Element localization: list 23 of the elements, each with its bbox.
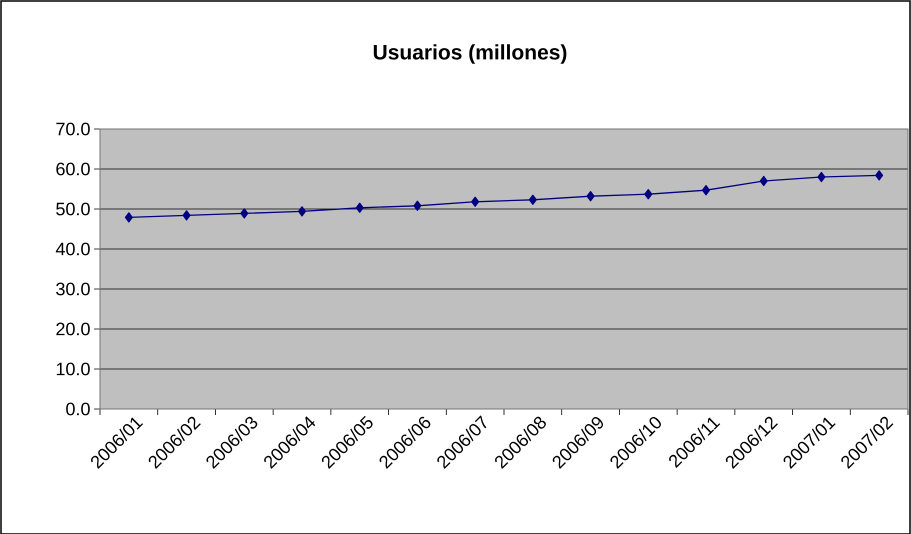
- point: [240, 208, 248, 219]
- point: [182, 210, 191, 221]
- chart-title: Usuarios (millones): [374, 44, 566, 64]
- point: [760, 176, 768, 186]
- y-tick-label: 60.0: [56, 162, 90, 176]
- point: [702, 185, 710, 196]
- y-tick-label: 40.0: [56, 242, 90, 256]
- point: [817, 172, 826, 182]
- point: [298, 206, 306, 217]
- point: [586, 191, 595, 202]
- y-tick-label: 0.0: [66, 402, 90, 416]
- y-tick-label: 50.0: [56, 202, 90, 216]
- point: [124, 212, 133, 223]
- y-tick-label: 10.0: [56, 362, 90, 376]
- y-tick-label: 20.0: [56, 322, 90, 336]
- point: [644, 189, 652, 200]
- y-tick-label: 70.0: [56, 122, 90, 136]
- y-tick-label: 30.0: [56, 282, 90, 296]
- point: [875, 170, 884, 181]
- point: [356, 202, 364, 213]
- point: [413, 200, 422, 211]
- point: [471, 196, 480, 207]
- point: [528, 194, 537, 205]
